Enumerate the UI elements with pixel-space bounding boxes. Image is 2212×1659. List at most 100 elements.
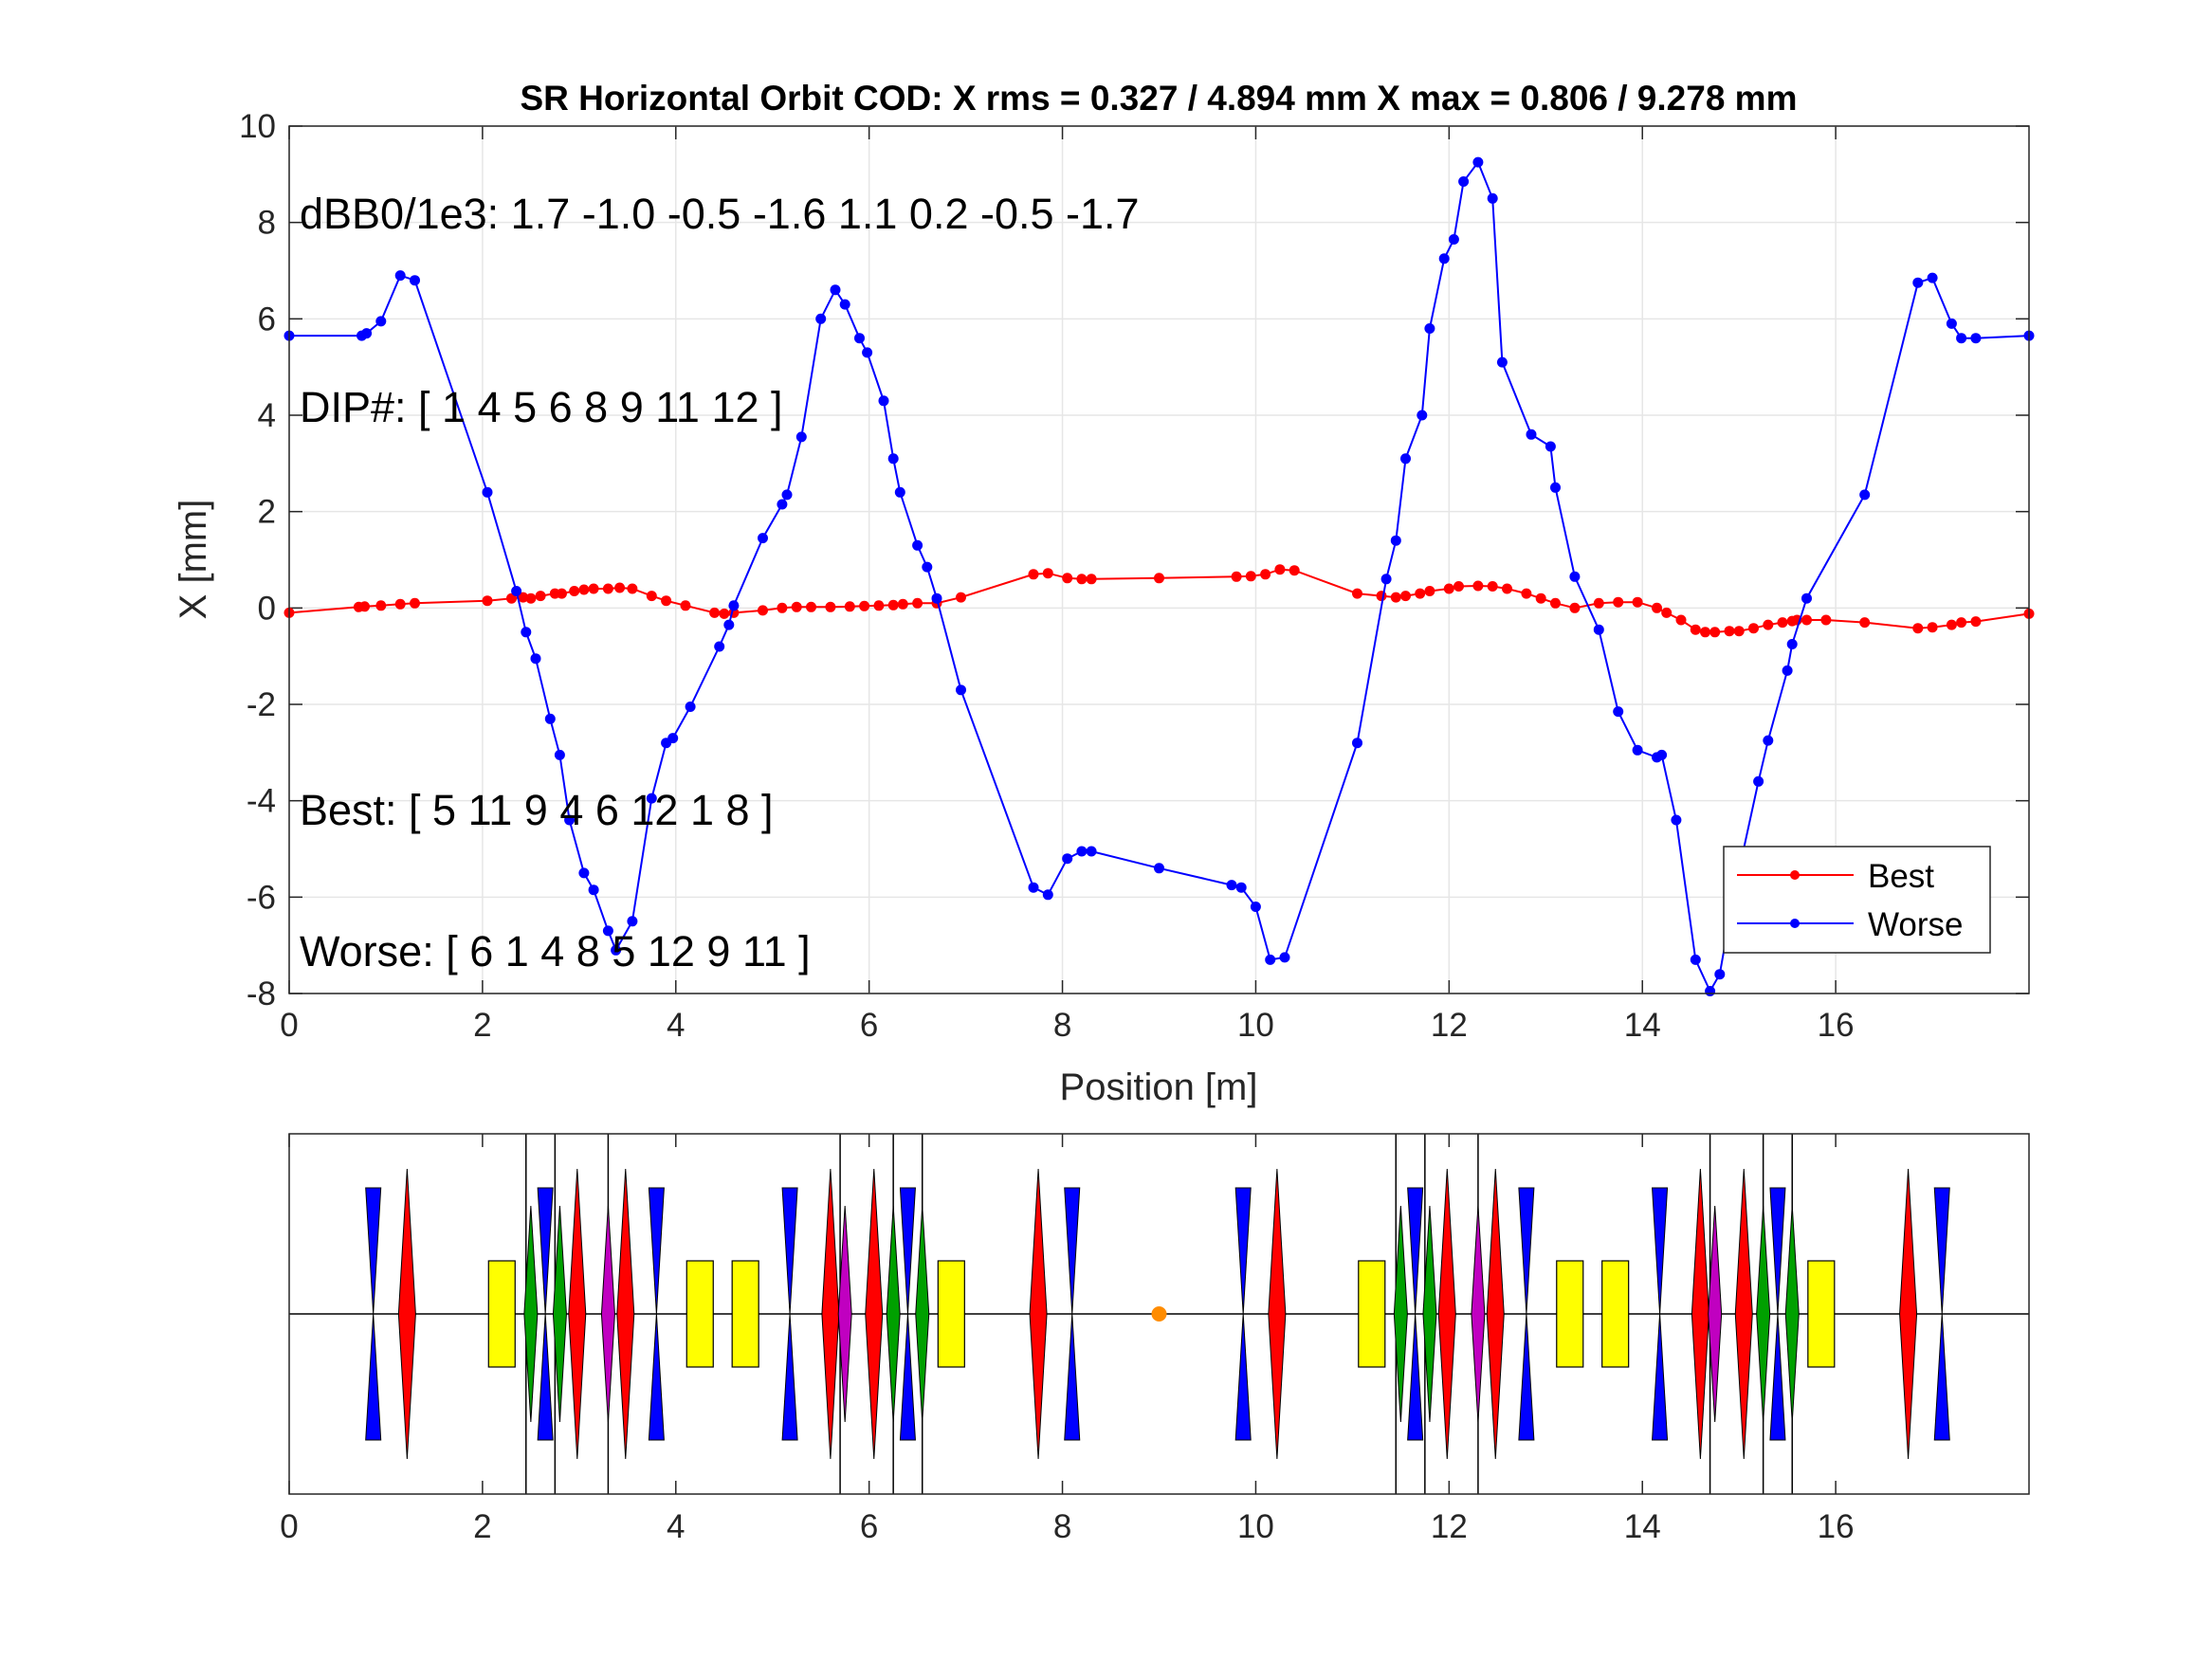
data-point-best (1472, 580, 1484, 592)
data-point-best (1569, 602, 1581, 613)
data-point-worse (1417, 410, 1428, 421)
data-point-worse (1250, 902, 1261, 912)
data-point-best (897, 598, 908, 610)
data-point-worse (667, 733, 679, 744)
data-point-worse (1226, 880, 1237, 891)
data-point-worse (1970, 333, 1982, 344)
data-point-worse (1279, 952, 1290, 963)
data-point-best (887, 599, 899, 611)
focusing-quadrupole (1064, 1187, 1081, 1441)
sextupole-green (552, 1205, 567, 1423)
lattice-x-tick-label: 6 (860, 1508, 878, 1545)
data-point-worse (1062, 853, 1073, 865)
data-point-best (1724, 626, 1735, 637)
sextupole-magenta (1708, 1205, 1723, 1423)
data-point-best (1260, 569, 1271, 580)
dipole-magnet (487, 1260, 516, 1368)
defocusing-quadrupole (1691, 1168, 1709, 1460)
data-point-best (535, 591, 546, 602)
data-point-worse (728, 600, 740, 611)
defocusing-quadrupole (1734, 1168, 1753, 1460)
focusing-quadrupole (1407, 1187, 1424, 1441)
y-tick-label: 6 (258, 301, 276, 337)
x-axis-label: Position [m] (1060, 1066, 1258, 1108)
data-point-best (1956, 617, 1967, 629)
data-point-worse (611, 944, 622, 956)
data-point-best (1550, 597, 1561, 609)
data-point-worse (723, 619, 735, 630)
focusing-quadrupole (1769, 1187, 1786, 1441)
y-tick-label: -8 (247, 975, 276, 1012)
data-point-best (1390, 592, 1401, 603)
lattice-elements (365, 1168, 1950, 1460)
data-point-best (844, 601, 855, 612)
data-point-worse (1448, 234, 1459, 245)
data-point-worse (1763, 735, 1774, 746)
data-point-worse (1671, 814, 1682, 826)
legend-best-marker (1790, 870, 1800, 880)
data-point-best (1400, 591, 1411, 602)
data-point-worse (1265, 954, 1276, 965)
annotation-dip: DIP#: [ 1 4 5 6 8 9 11 12 ] (300, 383, 783, 431)
legend-best-label: Best (1868, 858, 1934, 895)
data-point-worse (1705, 986, 1716, 996)
data-point-best (719, 608, 730, 619)
data-point-worse (530, 653, 541, 665)
data-point-best (1521, 588, 1532, 599)
data-point-best (1424, 586, 1435, 596)
data-point-worse (1352, 738, 1362, 749)
data-point-worse (1782, 665, 1793, 676)
data-point-worse (781, 489, 793, 501)
y-tick-label: 2 (258, 494, 276, 531)
data-point-worse (375, 316, 387, 327)
defocusing-quadrupole (821, 1168, 840, 1460)
data-point-best (1859, 617, 1871, 629)
data-point-best (1748, 623, 1759, 634)
data-point-best (1086, 574, 1097, 585)
data-point-worse (627, 916, 638, 927)
focusing-quadrupole (537, 1187, 554, 1441)
focusing-quadrupole (1652, 1187, 1669, 1441)
data-point-best (1062, 573, 1073, 584)
data-point-worse (1526, 428, 1537, 440)
data-point-best (1415, 588, 1426, 599)
data-point-best (1613, 596, 1624, 608)
data-point-worse (482, 486, 493, 498)
data-point-best (1289, 565, 1300, 576)
orbit-plot: 0 2 4 6 8 10 12 14 16 -8 -6 -4 -2 0 2 4 6 8 10 SR Horizon… (173, 79, 2035, 1108)
y-tick-label: 8 (258, 205, 276, 242)
data-point-worse (1400, 453, 1411, 465)
data-point-best (1042, 568, 1053, 579)
data-point-best (410, 597, 420, 609)
lattice-x-tick-label: 0 (280, 1508, 298, 1545)
defocusing-quadrupole (616, 1168, 635, 1460)
sextupole-green (1756, 1205, 1771, 1423)
data-point-worse (588, 884, 599, 896)
data-point-worse (1154, 863, 1164, 874)
lattice-x-tick-label: 8 (1053, 1508, 1071, 1545)
dipole-magnet (937, 1260, 965, 1368)
data-point-best (1700, 627, 1710, 638)
x-tick-label: 14 (1624, 1007, 1661, 1044)
defocusing-quadrupole (397, 1168, 416, 1460)
defocusing-quadrupole (568, 1168, 587, 1460)
data-point-best (1912, 623, 1924, 634)
data-point-worse (1235, 882, 1247, 893)
data-point-worse (1438, 253, 1450, 264)
orbit-series (283, 156, 2035, 996)
x-tick-label: 8 (1053, 1007, 1071, 1044)
data-point-worse (815, 313, 827, 324)
data-point-best (646, 591, 657, 602)
data-point-best (1820, 614, 1832, 626)
data-point-best (482, 595, 493, 607)
sextupole-green (1393, 1205, 1408, 1423)
data-point-worse (839, 299, 850, 310)
lattice-x-tick-label: 4 (667, 1508, 685, 1545)
orbit-plot-frame (288, 125, 2030, 994)
data-point-worse (1086, 846, 1097, 857)
data-point-best (1502, 583, 1512, 594)
dipole-magnet (1358, 1260, 1386, 1368)
sextupole-green (915, 1205, 930, 1423)
lattice-plot: 0 2 4 6 8 10 12 14 16 (280, 1133, 2030, 1545)
